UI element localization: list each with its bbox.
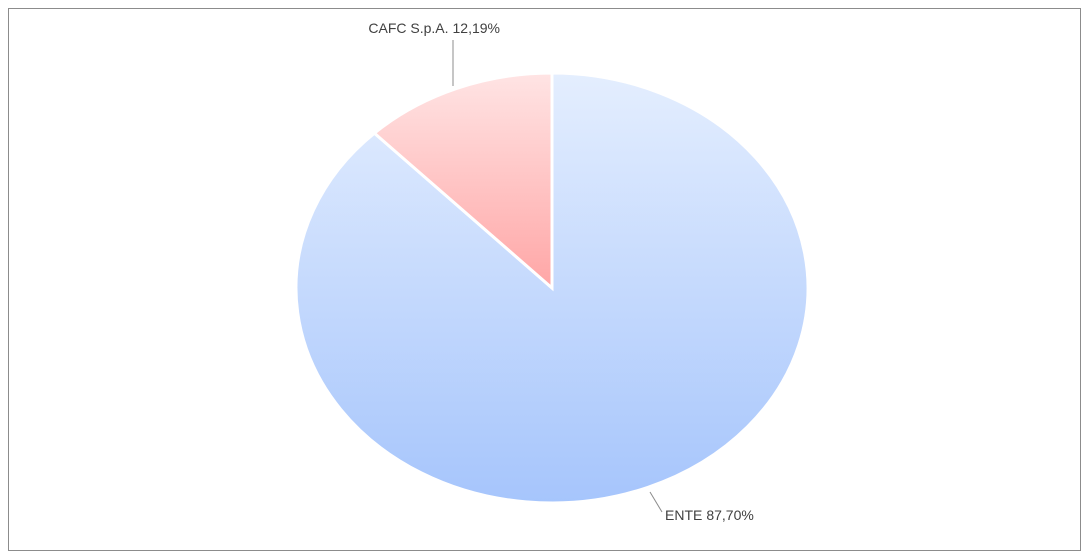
slice-category: CAFC S.p.A. [368,20,448,36]
leader-line [649,491,663,513]
slice-label: CAFC S.p.A. 12,19% [368,20,500,36]
slice-value: 12,19% [453,20,500,36]
slice-label: ENTE 87,70% [665,507,754,523]
slice-category: ENTE [665,507,702,523]
slice-value: 87,70% [706,507,753,523]
pie-slice [372,71,554,292]
